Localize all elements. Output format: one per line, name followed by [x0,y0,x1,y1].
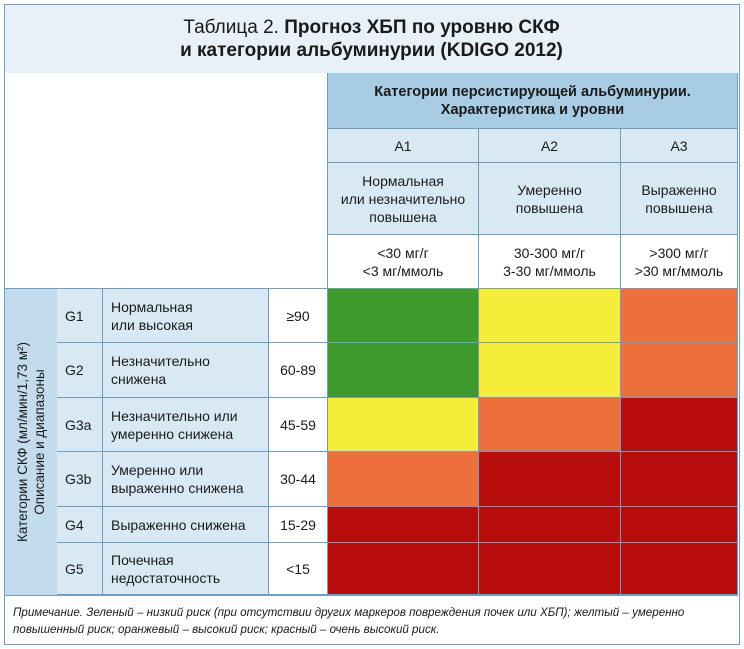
gfr-axis-label-line-2: Описание и диапазоны [32,369,47,515]
gfr-desc-line: или высокая [111,316,193,333]
albuminuria-desc-line: повышена [369,208,437,225]
gfr-code-g3a: G3a [57,398,103,452]
gfr-range-g4: 15-29 [269,507,328,543]
empty-corner [5,73,328,289]
albuminuria-range-a2: 30-300 мг/г 3-30 мг/ммоль [479,235,621,289]
albuminuria-range-line: 30-300 мг/г [513,244,586,261]
albuminuria-code-a2: A2 [479,129,621,163]
table-title: Таблица 2. Прогноз ХБП по уровню СКФ и к… [5,5,738,74]
albuminuria-header-line-1: Категории персистирующей альбуминурии. [374,83,691,100]
albuminuria-code-a1: A1 [328,129,479,163]
gfr-range-g3b: 30-44 [269,452,328,507]
gfr-desc-g4: Выраженно снижена [103,507,269,543]
table-frame: Таблица 2. Прогноз ХБП по уровню СКФ и к… [4,4,740,645]
risk-cell-g1-a1 [328,289,479,343]
risk-cell-g2-a3 [621,343,738,398]
gfr-code-g2: G2 [57,343,103,398]
albuminuria-code-a3: A3 [621,129,738,163]
risk-cell-g3a-a3 [621,398,738,452]
risk-cell-g3a-a2 [479,398,621,452]
risk-cell-g5-a3 [621,543,738,595]
risk-cell-g2-a2 [479,343,621,398]
gfr-axis-label-text: Категории СКФ (мл/мин/1,73 м²) Описание … [14,342,48,542]
albuminuria-desc-line: повышена [645,199,713,216]
albuminuria-range-line: 3-30 мг/ммоль [503,262,596,279]
albuminuria-desc-line: или незначительно [340,190,466,207]
albuminuria-range-line: >300 мг/г [649,244,709,261]
albuminuria-desc-line: Выраженно [641,181,717,198]
table-note: Примечание. Зеленый – низкий риск (при о… [5,595,738,643]
gfr-desc-line: снижена [111,371,167,387]
risk-cell-g5-a2 [479,543,621,595]
gfr-desc-g2: Незначительно снижена [103,343,269,398]
gfr-desc-g3a: Незначительно или умеренно снижена [103,398,269,452]
gfr-range-g5: <15 [269,543,328,595]
risk-cell-g4-a2 [479,507,621,543]
note-line-2: повышенный риск; оранжевый – высокий рис… [13,623,440,636]
gfr-range-g2: 60-89 [269,343,328,398]
gfr-code-g1: G1 [57,289,103,343]
risk-cell-g3a-a1 [328,398,479,452]
albuminuria-header: Категории персистирующей альбуминурии. Х… [328,73,738,129]
title-line-2: и категории альбуминурии (KDIGO 2012) [5,39,738,62]
gfr-range-g3a: 45-59 [269,398,328,452]
albuminuria-desc-a1: Нормальная или незначительно повышена [328,163,479,235]
risk-cell-g1-a3 [621,289,738,343]
gfr-axis-label-line-1: Категории СКФ (мл/мин/1,73 м²) [15,342,30,542]
risk-cell-g3b-a1 [328,452,479,507]
gfr-code-g4: G4 [57,507,103,543]
gfr-desc-line: недостаточность [111,569,221,586]
risk-cell-g5-a1 [328,543,479,595]
gfr-range-g1: ≥90 [269,289,328,343]
albuminuria-range-a1: <30 мг/г <3 мг/ммоль [328,235,479,289]
gfr-code-g5: G5 [57,543,103,595]
gfr-desc-line: Незначительно или [111,407,238,424]
gfr-code-g3b: G3b [57,452,103,507]
gfr-desc-line: Умеренно или [111,462,204,478]
gfr-desc-line: выраженно снижена [111,480,244,496]
title-bold-1: Прогноз ХБП по уровню СКФ [284,17,560,38]
risk-cell-g1-a2 [479,289,621,343]
prognosis-grid: Категории персистирующей альбуминурии. Х… [5,73,738,595]
gfr-desc-g1: Нормальная или высокая [103,289,269,343]
note-line-1: Примечание. Зеленый – низкий риск (при о… [13,606,685,619]
albuminuria-range-line: <30 мг/г [377,244,429,261]
title-line-1: Таблица 2. Прогноз ХБП по уровню СКФ [5,16,738,39]
title-bold-2: и категории альбуминурии (KDIGO 2012) [180,40,563,61]
gfr-axis-label: Категории СКФ (мл/мин/1,73 м²) Описание … [5,289,58,595]
albuminuria-desc-line: повышена [515,199,584,216]
albuminuria-range-a3: >300 мг/г >30 мг/ммоль [621,235,738,289]
risk-cell-g3b-a3 [621,452,738,507]
gfr-desc-g5: Почечная недостаточность [103,543,269,595]
title-prefix: Таблица 2. [183,17,279,38]
gfr-desc-line: умеренно снижена [111,425,234,442]
gfr-desc-g3b: Умеренно или выраженно снижена [103,452,269,507]
gfr-desc-line: Нормальная [111,298,193,315]
albuminuria-range-line: >30 мг/ммоль [634,262,724,279]
albuminuria-desc-a2: Умеренно повышена [479,163,621,235]
risk-cell-g3b-a2 [479,452,621,507]
risk-cell-g2-a1 [328,343,479,398]
albuminuria-range-line: <3 мг/ммоль [362,262,444,279]
gfr-desc-line: Выраженно снижена [111,516,246,533]
albuminuria-header-line-2: Характеристика и уровни [440,101,625,118]
albuminuria-desc-line: Умеренно [517,181,582,198]
gfr-desc-line: Почечная [111,551,174,568]
risk-cell-g4-a1 [328,507,479,543]
risk-cell-g4-a3 [621,507,738,543]
gfr-desc-line: Незначительно [111,353,210,369]
albuminuria-desc-line: Нормальная [362,172,444,189]
albuminuria-desc-a3: Выраженно повышена [621,163,738,235]
